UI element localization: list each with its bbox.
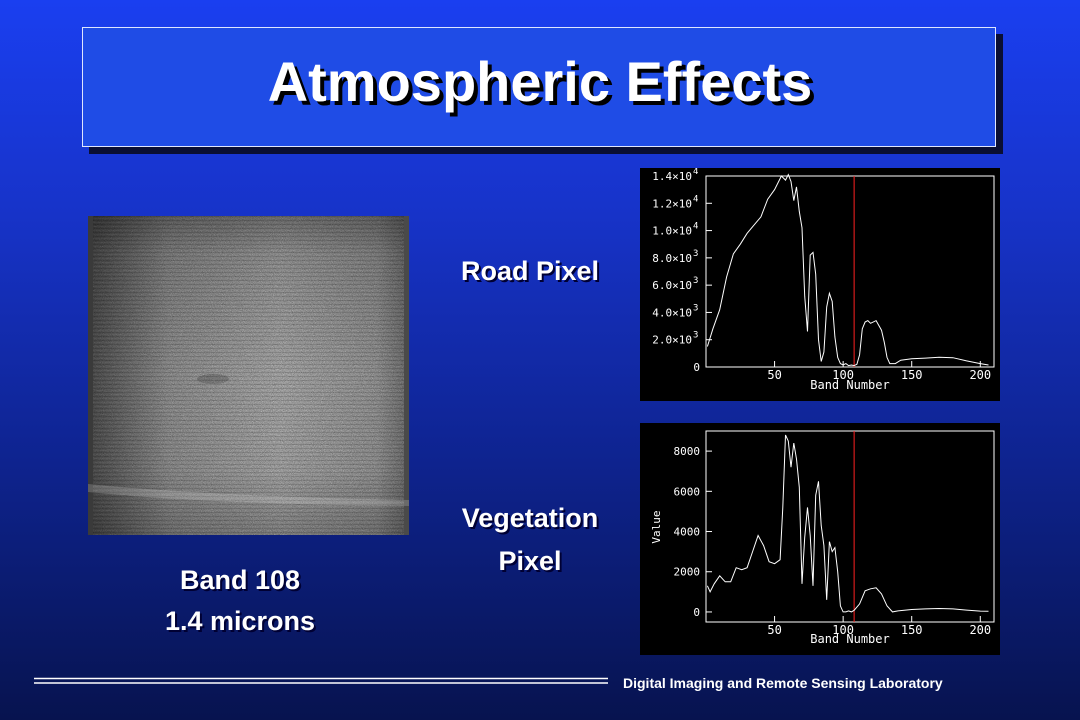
band-108-image xyxy=(88,216,409,535)
y-axis-label: Value xyxy=(650,510,663,543)
x-tick-label: 150 xyxy=(901,623,923,637)
x-tick-label: 100 xyxy=(832,368,854,382)
title-box xyxy=(82,27,996,147)
y-tick-exponent: 3 xyxy=(693,303,698,313)
vegetation-pixel-label-line1: Vegetation xyxy=(461,503,599,533)
y-tick-exponent: 4 xyxy=(693,168,698,177)
image-caption-band: Band 108 xyxy=(179,565,301,595)
vegetation-pixel-spectrum-line xyxy=(706,434,989,613)
y-tick-label: 6000 xyxy=(674,485,701,498)
y-tick-label: 1.2×10 xyxy=(652,197,692,210)
image-caption-wavelength: 1.4 microns xyxy=(164,606,316,636)
slide-title: Atmospheric Effects xyxy=(267,50,813,113)
x-tick-label: 50 xyxy=(767,623,781,637)
y-tick-label: 4000 xyxy=(674,526,701,539)
x-tick-label: 50 xyxy=(767,368,781,382)
y-tick-exponent: 3 xyxy=(693,331,698,341)
x-tick-label: 200 xyxy=(969,623,991,637)
x-tick-label: 150 xyxy=(901,368,923,382)
x-axis-label: Band Number xyxy=(810,378,889,392)
footer-lab-name: Digital Imaging and Remote Sensing Labor… xyxy=(623,675,943,691)
plot-frame xyxy=(705,175,995,368)
vegetation-pixel-plot: 0 2000 4000 6000 8000 50 100 150 200 Band Numbe… xyxy=(640,423,1000,655)
y-tick-exponent: 4 xyxy=(693,194,698,204)
y-tick-label: 2.0×10 xyxy=(652,334,692,347)
y-tick-label: 1.4×10 xyxy=(652,170,692,183)
y-tick-label: 2000 xyxy=(674,566,701,579)
y-tick-exponent: 3 xyxy=(693,249,698,259)
y-tick-exponent: 4 xyxy=(693,222,698,232)
x-tick-label: 200 xyxy=(969,368,991,382)
y-tick-label: 8000 xyxy=(674,445,701,458)
y-tick-label: 1.0×10 xyxy=(652,225,692,238)
plot-frame xyxy=(705,430,995,623)
vegetation-pixel-label-line2: Pixel xyxy=(498,546,562,576)
y-tick-label: 0 xyxy=(693,361,700,374)
y-tick-exponent: 3 xyxy=(693,276,698,286)
y-tick-label: 6.0×10 xyxy=(652,279,692,292)
x-axis-label: Band Number xyxy=(810,632,889,646)
road-pixel-plot: 02.0×10 34.0×10 36.0×10 38.0×10 31.0×10 41.2×… xyxy=(640,168,1000,401)
y-tick-label: 0 xyxy=(693,606,700,619)
road-pixel-spectrum-line xyxy=(706,173,989,367)
y-tick-label: 8.0×10 xyxy=(652,252,692,265)
x-tick-label: 100 xyxy=(832,623,854,637)
footer-rule xyxy=(34,677,608,684)
road-pixel-label: Road Pixel xyxy=(460,256,600,286)
y-tick-label: 4.0×10 xyxy=(652,306,692,319)
